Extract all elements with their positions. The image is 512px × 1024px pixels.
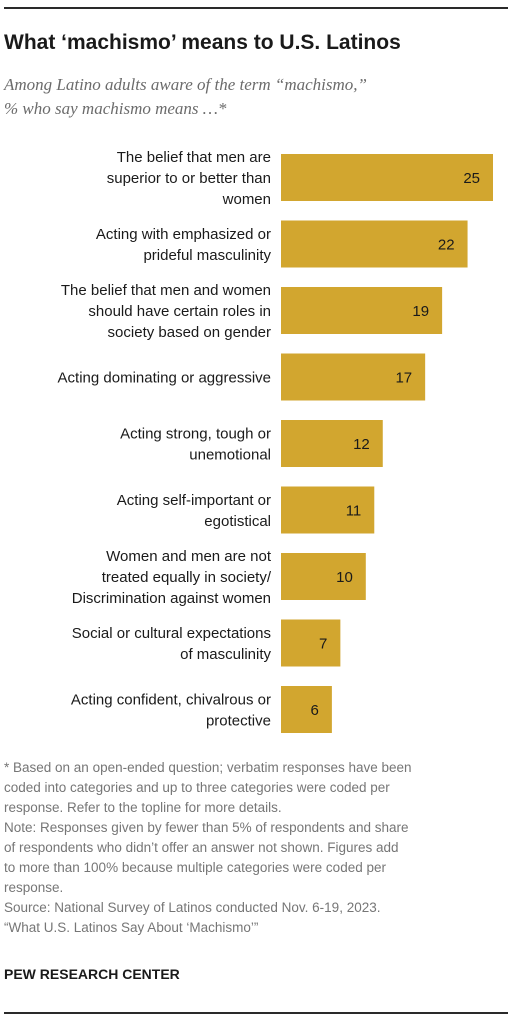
category-label-line: Acting confident, chivalrous or — [71, 692, 271, 709]
chart-title: What ‘machismo’ means to U.S. Latinos — [4, 31, 401, 54]
chart-subtitle: Among Latino adults aware of the term “m… — [4, 73, 504, 121]
category-label-line: The belief that men and women — [61, 282, 271, 299]
bottom-rule — [4, 1012, 508, 1014]
bar-value-label: 10 — [336, 569, 353, 586]
subtitle-line: % who say machismo means …* — [4, 99, 227, 118]
bar-value-label: 12 — [353, 436, 370, 453]
category-label-line: egotistical — [204, 513, 271, 530]
category-label-line: society based on gender — [108, 324, 271, 341]
bar-value-label: 11 — [346, 503, 362, 520]
note-line: coded into categories and up to three ca… — [4, 780, 390, 795]
category-label: Acting self-important or egotistical — [117, 492, 271, 530]
category-label: Social or cultural expectations of mascul… — [72, 625, 272, 663]
bar-chart: 25 The belief that men are superior to or … — [58, 149, 493, 733]
bar — [281, 486, 375, 534]
note-line: Note: Responses given by fewer than 5% o… — [4, 820, 409, 835]
bar-value-label: 6 — [311, 702, 319, 719]
category-label-line: should have certain roles in — [88, 303, 271, 320]
bar — [281, 353, 426, 401]
category-label-line: Acting with emphasized or — [96, 226, 271, 243]
category-label-line: prideful masculinity — [143, 247, 271, 264]
note-line: to more than 100% because multiple categ… — [4, 860, 386, 875]
note-line: of respondents who didn’t offer an answe… — [4, 840, 399, 855]
bar — [281, 154, 493, 201]
bar-value-label: 7 — [319, 636, 327, 653]
bar — [281, 553, 366, 600]
category-label-line: Acting dominating or aggressive — [58, 370, 271, 387]
category-label: The belief that men and women should have… — [61, 282, 271, 341]
category-label-line: The belief that men are — [117, 149, 271, 166]
category-label-line: protective — [206, 713, 271, 730]
category-label-line: treated equally in society/ — [102, 569, 272, 586]
category-label: Acting confident, chivalrous or protectiv… — [71, 692, 271, 730]
bar — [281, 686, 332, 733]
bar-value-label: 19 — [412, 303, 429, 320]
category-label-line: Acting self-important or — [117, 492, 271, 509]
top-rule — [4, 7, 508, 9]
note-line: response. — [4, 880, 64, 895]
category-label: The belief that men are superior to or be… — [107, 149, 271, 208]
category-label: Acting dominating or aggressive — [58, 370, 271, 387]
note-line: Source: National Survey of Latinos condu… — [4, 900, 381, 915]
category-label-line: of masculinity — [180, 646, 271, 663]
note-line: * Based on an open-ended question; verba… — [4, 760, 412, 775]
bar — [281, 287, 443, 334]
category-label-line: unemotional — [189, 447, 271, 464]
bar-value-label: 22 — [438, 237, 455, 254]
category-label-line: women — [222, 191, 271, 208]
bar — [281, 420, 383, 467]
bar-value-label: 25 — [463, 170, 480, 187]
chart-notes: * Based on an open-ended question; verba… — [4, 758, 510, 938]
category-label-line: Discrimination against women — [72, 590, 271, 607]
bar-value-label: 17 — [395, 370, 412, 387]
category-label-line: Social or cultural expectations — [72, 625, 271, 642]
bar — [281, 619, 341, 667]
note-line: “What U.S. Latinos Say About ‘Machismo’” — [4, 920, 259, 935]
category-label-line: Women and men are not — [106, 548, 272, 565]
category-label: Acting with emphasized or prideful mascul… — [96, 226, 272, 264]
category-label-line: Acting strong, tough or — [120, 426, 271, 443]
brand-logo-text: PEW RESEARCH CENTER — [4, 966, 180, 982]
category-label: Women and men are not treated equally in … — [72, 548, 272, 607]
category-label: Acting strong, tough or unemotional — [120, 426, 271, 464]
subtitle-line: Among Latino adults aware of the term “m… — [4, 75, 367, 94]
note-line: response. Refer to the topline for more … — [4, 800, 282, 815]
category-label-line: superior to or better than — [107, 170, 271, 187]
bar — [281, 220, 468, 268]
